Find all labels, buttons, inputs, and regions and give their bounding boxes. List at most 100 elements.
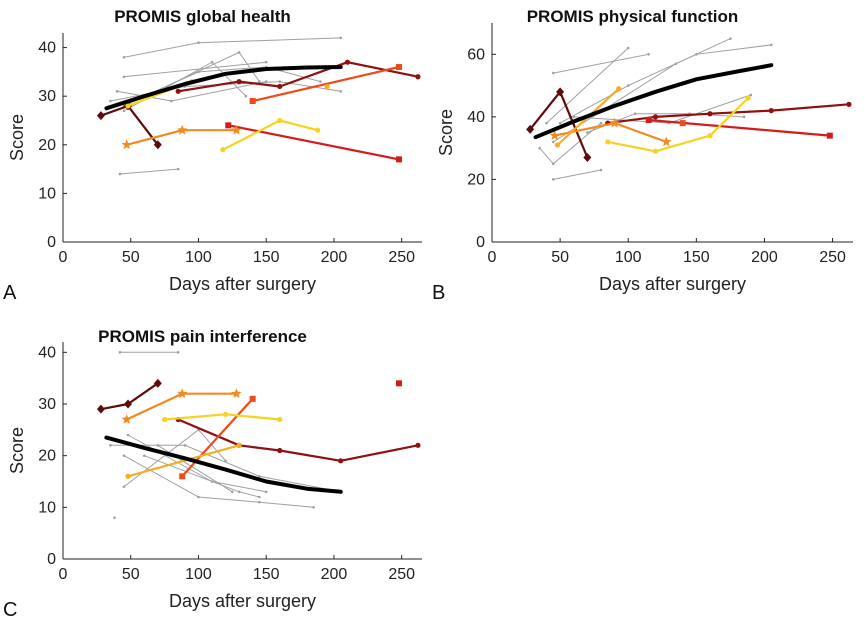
grey-series-line — [123, 455, 314, 508]
y-axis-label: Score — [7, 114, 27, 161]
series-marker-lightorange — [616, 86, 622, 92]
grey-series-line — [110, 444, 341, 493]
series-marker-maroon — [846, 101, 852, 107]
series-marker-orange — [177, 388, 188, 399]
x-tick-label: 150 — [253, 249, 280, 266]
x-tick-label: 50 — [551, 249, 569, 266]
y-axis-label: Score — [436, 109, 456, 156]
x-tick-label: 200 — [321, 566, 348, 583]
x-tick-label: 250 — [388, 566, 415, 583]
series-line-red — [648, 118, 830, 137]
series-marker-red — [395, 380, 402, 387]
grey-series-point — [626, 46, 630, 50]
grey-series-point — [264, 60, 268, 64]
grey-series-point — [312, 506, 315, 509]
series-marker-yellow — [222, 411, 229, 417]
x-tick-label: 100 — [185, 566, 212, 583]
grey-series-line — [553, 38, 731, 143]
grey-series-line — [123, 61, 267, 78]
series-marker-maroon — [415, 442, 421, 448]
series-marker-orange — [549, 130, 560, 141]
y-tick-label: 10 — [38, 185, 56, 202]
grey-series-point — [244, 94, 248, 98]
y-tick-label: 20 — [467, 171, 485, 188]
chart-title: PROMIS pain interference — [98, 327, 307, 346]
x-tick-label: 250 — [819, 249, 846, 266]
grey-series-point — [599, 168, 603, 172]
grey-series-point — [183, 444, 187, 447]
chart-title: PROMIS global health — [114, 7, 291, 26]
grey-series-point — [156, 444, 160, 447]
series-line-orangered — [181, 398, 254, 478]
series-marker-lightorange — [554, 142, 560, 148]
series-marker-red — [645, 116, 652, 123]
series-marker-red — [395, 156, 402, 163]
grey-series-point — [695, 52, 698, 56]
grey-series-point — [552, 178, 555, 181]
series-marker-darkred — [124, 399, 133, 409]
grey-series-point — [118, 172, 122, 176]
series-marker-red — [225, 122, 232, 129]
panel-c: 0 50 100 150 200 250 0 10 20 30 40 PROMIS pain inte… — [3, 327, 422, 618]
grey-series-point — [729, 37, 732, 40]
grey-series-point — [115, 90, 119, 93]
grey-series-line — [553, 53, 649, 74]
grey-series-point — [231, 490, 234, 494]
series-line-orangered — [252, 65, 400, 103]
series-marker-orangered — [249, 395, 256, 402]
grey-series-point — [769, 43, 773, 47]
grey-series-point — [339, 36, 343, 40]
series-marker-maroon — [277, 83, 283, 90]
x-tick-label: 100 — [615, 249, 642, 266]
series-marker-yellow — [605, 139, 611, 145]
series-marker-maroon — [344, 59, 351, 65]
panel-a: 0 50 100 150 200 250 0 10 20 30 40 PROMIS global he… — [3, 7, 422, 304]
y-tick-label: 0 — [476, 234, 485, 251]
grey-series-point — [599, 121, 603, 125]
series-line-yellow — [222, 119, 318, 151]
grey-series-point — [197, 41, 200, 45]
grey-series-point — [122, 56, 126, 59]
grey-series-point — [538, 146, 541, 150]
y-tick-label: 20 — [38, 137, 56, 154]
x-axis-label: Days after surgery — [169, 591, 316, 611]
grey-series-line — [553, 169, 602, 180]
grey-series-point — [170, 99, 173, 103]
grey-series-point — [552, 71, 555, 75]
series-marker-maroon — [415, 74, 421, 80]
series-marker-maroon — [768, 108, 774, 114]
y-tick-label: 0 — [47, 234, 56, 251]
series-marker-maroon — [707, 111, 713, 117]
series-line-red — [228, 124, 400, 161]
series-marker-orangered — [249, 98, 256, 105]
grey-series-point — [586, 131, 589, 134]
grey-series-point — [552, 140, 555, 144]
series-marker-yellow — [652, 148, 659, 154]
chart-title: PROMIS physical function — [527, 7, 739, 26]
series-marker-yellow — [277, 416, 283, 423]
series-marker-orange — [121, 414, 132, 424]
grey-series-point — [237, 490, 241, 494]
grey-series-line — [546, 47, 629, 124]
grey-series-point — [572, 115, 576, 119]
series-marker-maroon — [236, 79, 242, 85]
series-marker-maroon — [277, 447, 283, 454]
grey-series-point — [176, 167, 180, 171]
grey-series-point — [339, 90, 343, 93]
grey-series-point — [122, 109, 126, 113]
x-tick-label: 150 — [683, 249, 710, 266]
series-marker-darkred — [556, 87, 565, 97]
grey-series-point — [545, 121, 548, 125]
panel-b: 0 50 100 150 200 250 0 20 40 60 PROMIS physical fu… — [432, 7, 853, 304]
grey-series-point — [126, 433, 130, 437]
x-tick-label: 100 — [185, 249, 212, 266]
series-marker-orange — [609, 117, 620, 128]
y-axis-label: Score — [7, 427, 27, 474]
grey-series-point — [122, 75, 126, 79]
trend-line — [533, 63, 774, 140]
series-line-yellow — [164, 413, 280, 421]
grey-series-point — [319, 80, 322, 83]
series-marker-lightorange — [324, 83, 330, 90]
trend-line — [104, 435, 343, 494]
series-marker-darkred — [526, 124, 535, 134]
